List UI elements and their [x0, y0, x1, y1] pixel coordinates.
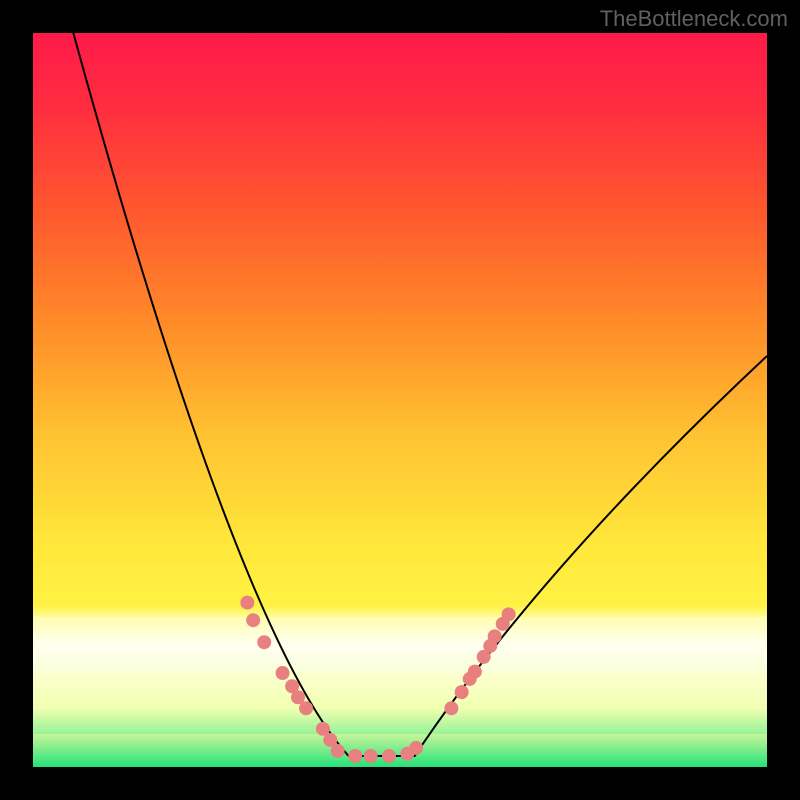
marker-point — [257, 635, 271, 649]
marker-point — [468, 665, 482, 679]
marker-point — [409, 741, 423, 755]
marker-point — [240, 596, 254, 610]
marker-point — [502, 607, 516, 621]
marker-group — [240, 596, 515, 763]
marker-point — [455, 685, 469, 699]
curve-layer — [33, 33, 767, 767]
marker-point — [364, 749, 378, 763]
plot-area — [33, 33, 767, 767]
marker-point — [276, 666, 290, 680]
marker-point — [382, 749, 396, 763]
marker-point — [299, 701, 313, 715]
marker-point — [246, 613, 260, 627]
marker-point — [488, 629, 502, 643]
marker-point — [444, 701, 458, 715]
watermark: TheBottleneck.com — [600, 6, 788, 32]
bottleneck-curve — [73, 33, 767, 756]
marker-point — [331, 744, 345, 758]
marker-point — [348, 749, 362, 763]
